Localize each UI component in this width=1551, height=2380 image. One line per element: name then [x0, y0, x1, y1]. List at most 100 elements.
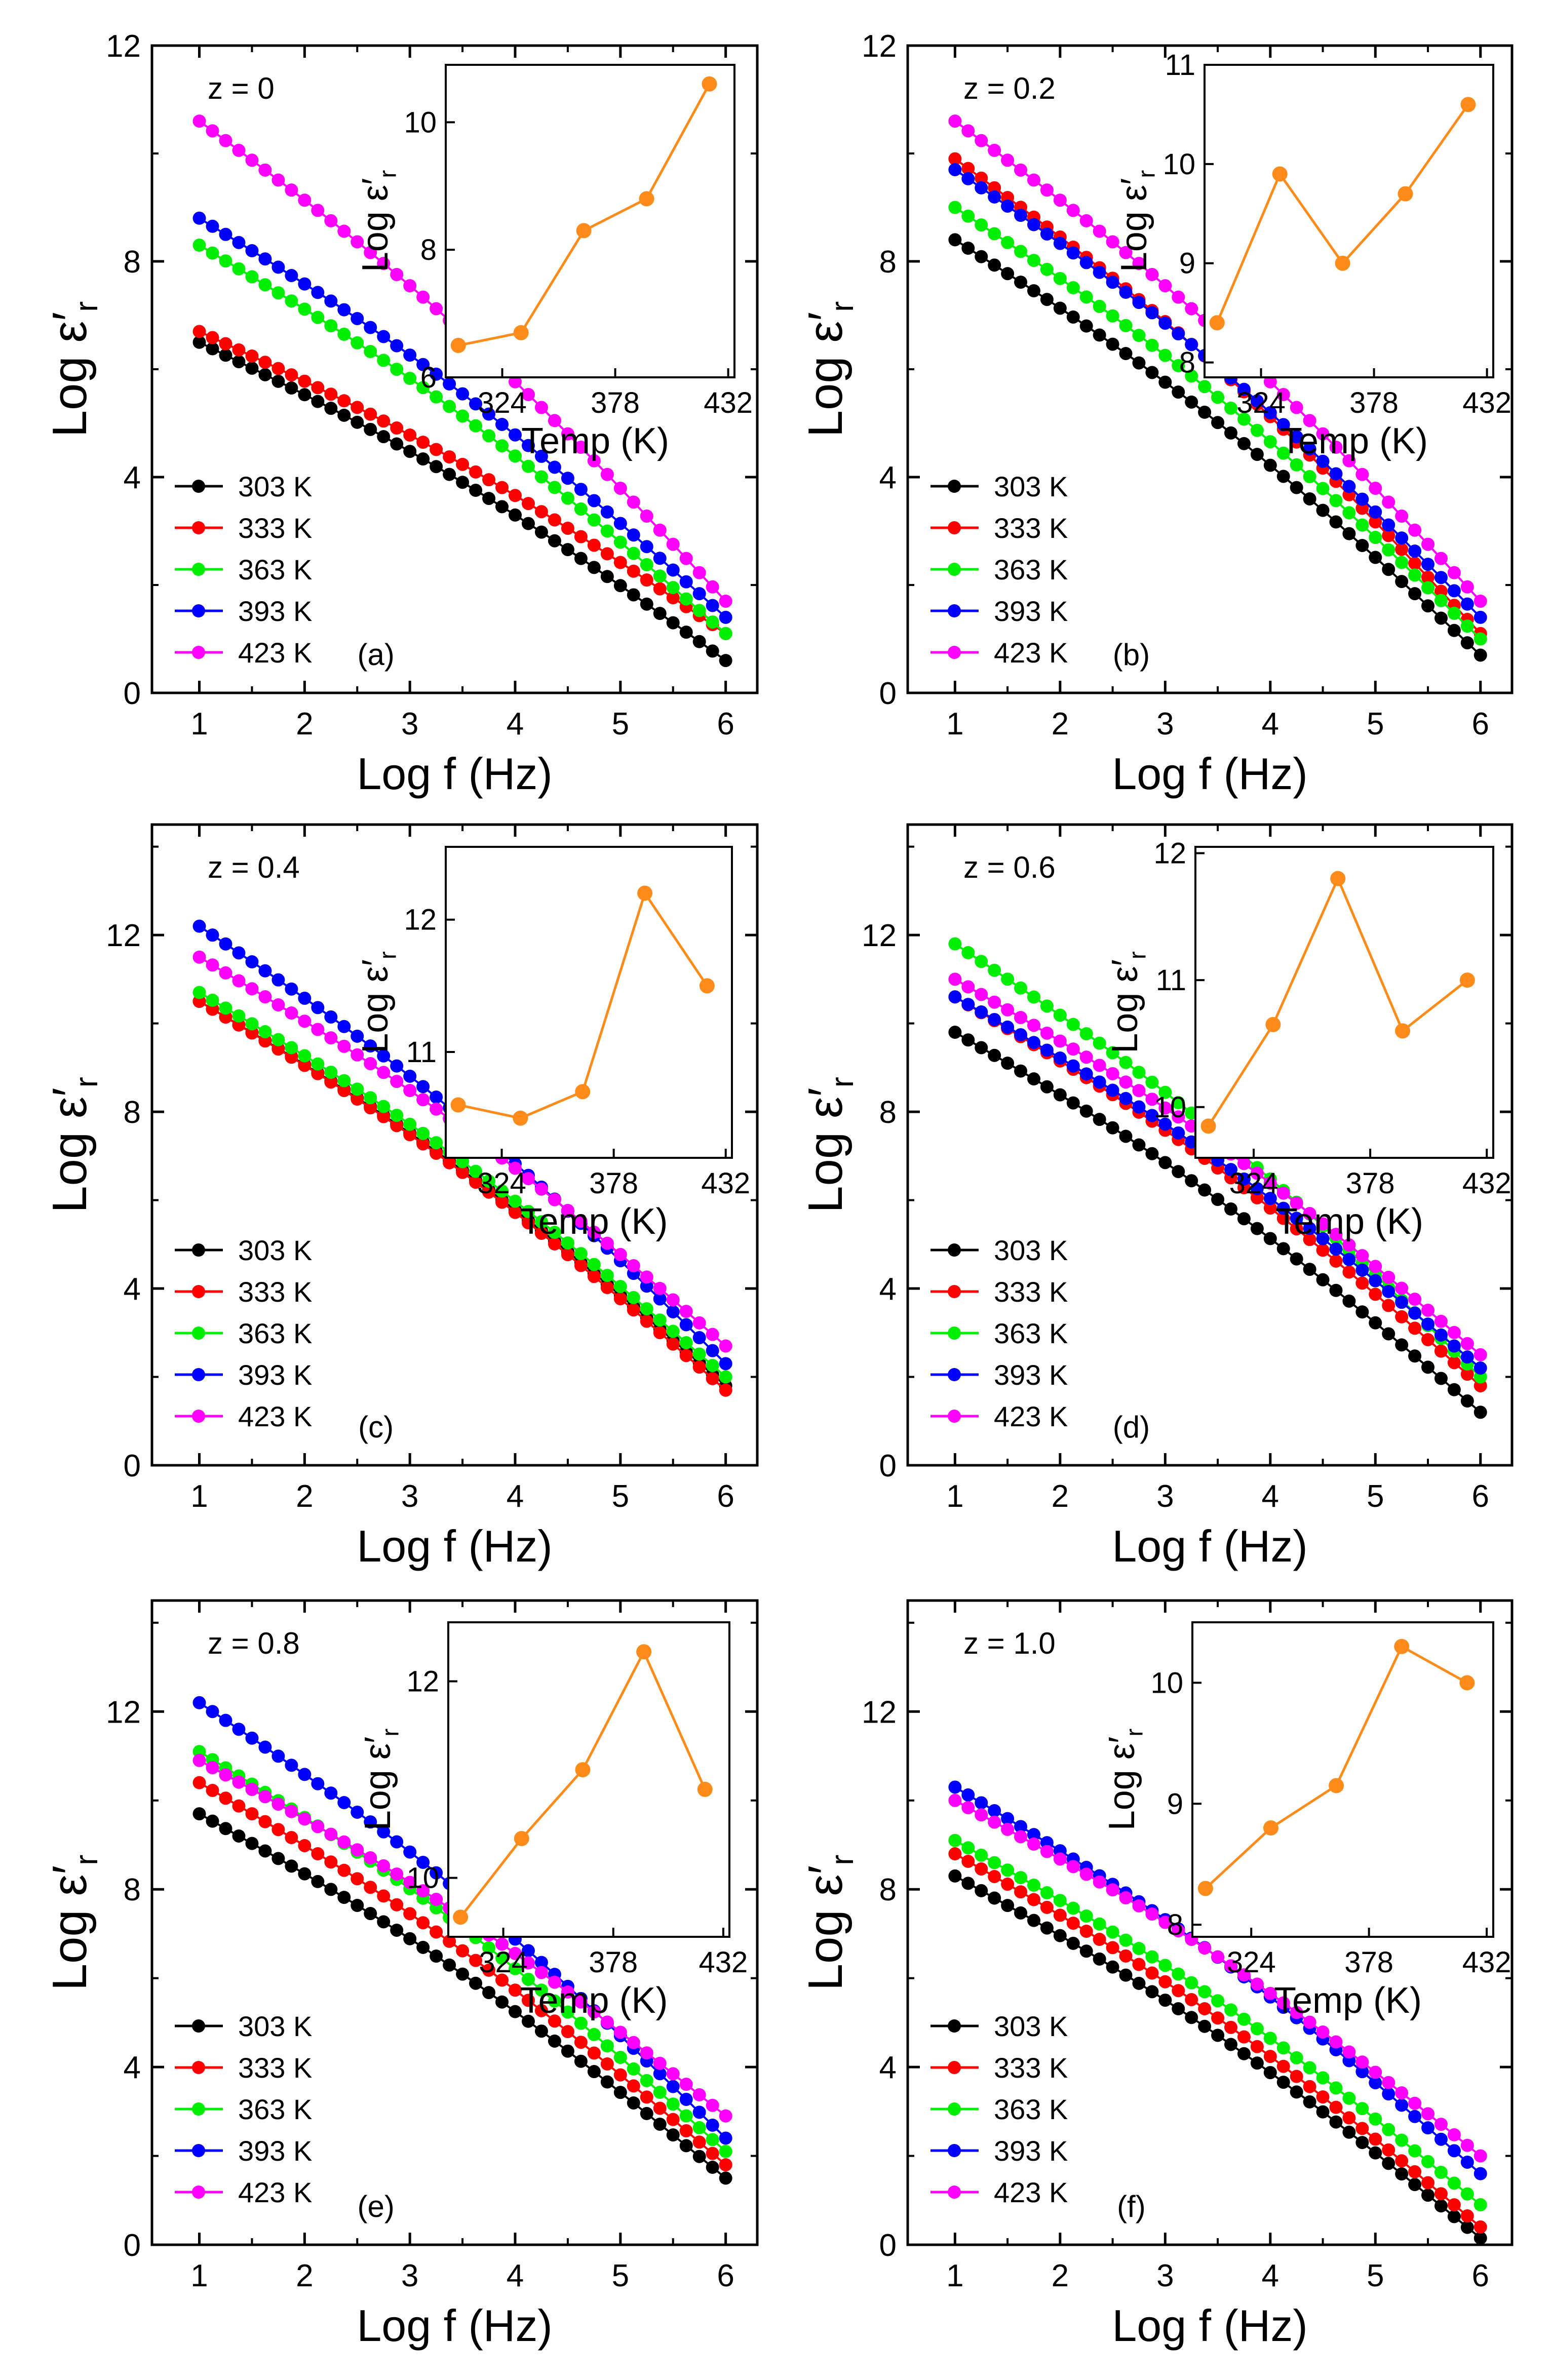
y-axis-label: Log ε′r: [798, 1855, 860, 1991]
legend-entry: 333 K: [930, 1276, 1068, 1308]
series-marker: [232, 343, 246, 357]
series-marker: [364, 407, 377, 421]
series-marker: [1027, 284, 1040, 298]
y-axis-label: Log ε′r: [798, 301, 860, 438]
series-marker: [1434, 584, 1448, 598]
x-tick-label: 4: [507, 707, 524, 742]
series-marker: [1460, 2138, 1474, 2152]
inset-marker: [1265, 1017, 1281, 1032]
series-marker: [1408, 1321, 1422, 1335]
series-marker: [390, 1867, 404, 1881]
series-marker: [1093, 299, 1106, 313]
series-marker: [653, 2117, 667, 2131]
inset-frame: [445, 64, 735, 378]
series-marker: [1158, 375, 1172, 389]
legend-label: 303 K: [238, 1234, 312, 1266]
series-marker: [245, 1837, 259, 1850]
series-marker: [1014, 1028, 1028, 1042]
series-marker: [1342, 527, 1356, 540]
legend-swatch-marker: [948, 2102, 961, 2116]
series-marker: [509, 2005, 522, 2018]
series-marker: [364, 1881, 377, 1894]
inset-marker: [1330, 871, 1346, 886]
series-marker: [1395, 2086, 1409, 2100]
inset-x-axis-label: Temp (K): [520, 1980, 668, 2021]
series-marker: [272, 1823, 285, 1837]
series-423k: [948, 972, 1487, 1361]
legend-entry: 303 K: [175, 2010, 312, 2042]
series-marker: [324, 1031, 338, 1045]
series-marker: [1421, 2176, 1435, 2190]
series-marker: [1172, 359, 1185, 372]
legend-entry: 423 K: [175, 2176, 312, 2208]
series-marker: [1001, 1003, 1015, 1017]
series-marker: [245, 349, 259, 363]
y-tick-label: 8: [879, 245, 897, 280]
series-marker: [613, 1279, 627, 1293]
inset-y-axis-label-subscript: r: [377, 1729, 404, 1737]
series-marker: [1014, 1064, 1028, 1078]
series-marker: [534, 1983, 548, 1997]
series-marker: [1014, 1011, 1028, 1025]
series-marker: [1316, 2105, 1330, 2119]
legend-label: 393 K: [994, 1359, 1068, 1391]
series-marker: [495, 1995, 509, 2009]
series-marker: [272, 973, 285, 987]
x-tick-label: 2: [1052, 1479, 1069, 1514]
legend-swatch-marker: [192, 1326, 205, 1340]
inset-marker: [702, 76, 717, 92]
series-marker: [258, 1815, 272, 1828]
x-tick-label: 4: [507, 2258, 524, 2293]
series-marker: [232, 1829, 246, 1843]
series-marker: [232, 1723, 246, 1736]
series-marker: [1132, 1899, 1146, 1913]
legend-entry: 393 K: [930, 1359, 1068, 1391]
series-marker: [521, 387, 535, 401]
series-marker: [587, 1225, 601, 1239]
series-marker: [1106, 1083, 1119, 1097]
series-marker: [988, 1048, 1001, 1062]
series-marker: [1093, 1917, 1106, 1931]
series-marker: [1119, 246, 1133, 259]
series-marker: [1447, 1356, 1461, 1370]
series-marker: [1342, 2091, 1356, 2105]
x-tick-label: 1: [946, 707, 963, 742]
series-marker: [390, 1059, 404, 1073]
series-marker: [1434, 2166, 1448, 2179]
series-marker: [403, 348, 417, 362]
y-tick-label: 12: [862, 918, 897, 953]
series-marker: [1250, 1191, 1264, 1204]
series-marker: [285, 294, 298, 308]
series-marker: [1395, 2133, 1409, 2147]
series-marker: [587, 494, 601, 508]
series-marker: [1303, 2015, 1316, 2029]
legend-entry: 393 K: [175, 1359, 312, 1391]
series-marker: [574, 552, 588, 565]
series-marker: [1460, 2187, 1474, 2201]
y-tick-label: 8: [124, 1872, 141, 1907]
series-marker: [219, 1001, 232, 1015]
series-marker: [1027, 173, 1040, 187]
series-marker: [206, 219, 219, 233]
series-marker: [1172, 1110, 1185, 1124]
series-marker: [285, 368, 298, 382]
series-marker: [640, 2106, 653, 2120]
series-marker: [1303, 1263, 1316, 1276]
legend-swatch-marker: [948, 2019, 961, 2033]
legend-swatch-marker: [192, 563, 205, 576]
series-marker: [600, 1269, 614, 1282]
series-marker: [988, 227, 1001, 241]
series-marker: [495, 1195, 509, 1209]
series-marker: [719, 1370, 732, 1384]
legend-label: 393 K: [238, 1359, 312, 1391]
series-marker: [1119, 319, 1133, 332]
series-marker: [469, 1954, 483, 1967]
legend-label: 423 K: [994, 1400, 1068, 1432]
series-marker: [1040, 999, 1054, 1013]
series-marker: [351, 311, 364, 325]
series-marker: [666, 1305, 680, 1318]
series-marker: [1079, 1924, 1093, 1938]
series-marker: [679, 2109, 693, 2123]
series-marker: [561, 472, 574, 485]
